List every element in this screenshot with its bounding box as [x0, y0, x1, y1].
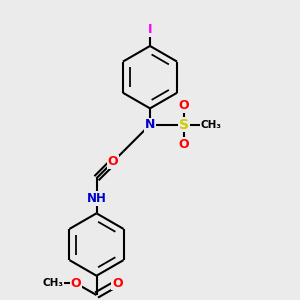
Text: O: O — [70, 277, 81, 290]
Text: NH: NH — [87, 192, 106, 205]
Text: I: I — [148, 23, 152, 36]
Text: CH₃: CH₃ — [200, 120, 221, 130]
Text: N: N — [145, 118, 155, 131]
Text: O: O — [179, 138, 190, 151]
Text: O: O — [112, 277, 123, 290]
Text: O: O — [179, 99, 190, 112]
Text: O: O — [107, 155, 118, 168]
Text: S: S — [179, 118, 189, 132]
Text: CH₃: CH₃ — [43, 278, 64, 288]
